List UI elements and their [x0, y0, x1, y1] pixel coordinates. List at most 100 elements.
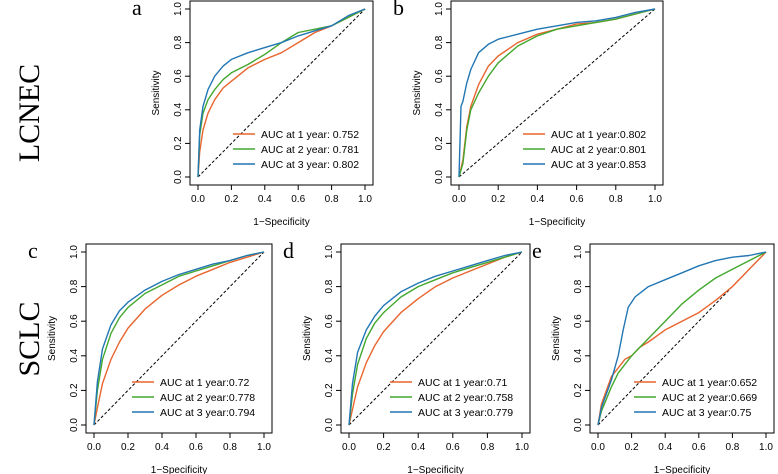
diagonal-reference-line: [93, 251, 265, 426]
x-tick-label: 0.6: [189, 442, 203, 453]
y-tick-label: 0.2: [173, 136, 184, 150]
y-axis-label: Sensitivity: [302, 316, 313, 361]
x-tick-label: 0.4: [411, 442, 425, 453]
x-axis-label: 1−Specificity: [529, 217, 585, 228]
y-tick-label: 0.8: [324, 279, 335, 293]
y-tick-label: 0.6: [173, 69, 184, 83]
panel-label: a: [132, 0, 142, 20]
x-tick-label: 0.4: [530, 194, 544, 205]
x-tick-label: 0.0: [342, 442, 356, 453]
roc-curve-series-2: [348, 251, 523, 426]
legend-entry-1: AUC at 1 year: 0.752: [261, 129, 359, 141]
x-tick-label: 0.8: [725, 442, 739, 453]
y-tick-label: 0.4: [173, 102, 184, 116]
x-tick-label: 0.8: [223, 442, 237, 453]
x-tick-label: 0.6: [446, 442, 460, 453]
x-tick-label: 1.0: [515, 442, 529, 453]
x-axis-label: 1−Specificity: [151, 465, 207, 474]
x-tick-label: 0.0: [452, 194, 466, 205]
y-tick-label: 0.0: [573, 418, 584, 432]
x-tick-label: 0.6: [570, 194, 584, 205]
roc-curve-series-3: [93, 251, 265, 426]
y-tick-label: 1.0: [69, 245, 80, 259]
x-axis-label: 1−Specificity: [654, 465, 710, 474]
diagonal-reference-line: [348, 251, 523, 426]
y-tick-label: 1.0: [324, 245, 335, 259]
plot-frame: [589, 243, 775, 434]
roc-curve-series-1: [597, 251, 767, 426]
y-axis-label: Sensitivity: [151, 70, 162, 115]
x-tick-label: 0.2: [625, 442, 639, 453]
legend-entry-1: AUC at 1 year:0.802: [551, 129, 646, 141]
y-tick-label: 1.0: [173, 2, 184, 16]
x-tick-label: 1.0: [358, 194, 372, 205]
legend-entry-1: AUC at 1 year:0.72: [160, 377, 249, 389]
legend-entry-2: AUC at 2 year:0.669: [662, 392, 757, 404]
x-tick-label: 0.8: [480, 442, 494, 453]
legend-entry-2: AUC at 2 year:0.758: [418, 392, 513, 404]
x-tick-label: 0.4: [258, 194, 272, 205]
y-tick-label: 0.2: [573, 383, 584, 397]
legend-entry-3: AUC at 3 year:0.794: [160, 407, 255, 419]
y-tick-label: 0.2: [434, 136, 445, 150]
y-tick-label: 0.0: [434, 170, 445, 184]
y-tick-label: 1.0: [434, 2, 445, 16]
roc-curve-series-3: [197, 8, 366, 178]
y-axis-label: Sensitivity: [412, 70, 423, 115]
legend-entry-2: AUC at 2 year: 0.781: [261, 144, 359, 156]
legend-entry-3: AUC at 3 year:0.779: [418, 407, 513, 419]
x-tick-label: 0.4: [658, 442, 672, 453]
legend-entry-1: AUC at 1 year:0.71: [418, 377, 507, 389]
y-axis-label: Sensitivity: [47, 316, 58, 361]
x-tick-label: 0.0: [591, 442, 605, 453]
x-tick-label: 0.4: [155, 442, 169, 453]
legend-entry-3: AUC at 3 year: 0.802: [261, 159, 359, 171]
diagonal-reference-line: [197, 8, 366, 178]
y-tick-label: 0.0: [69, 418, 80, 432]
y-tick-label: 0.6: [573, 314, 584, 328]
x-tick-label: 0.8: [325, 194, 339, 205]
diagonal-reference-line: [458, 8, 656, 178]
y-tick-label: 0.8: [173, 35, 184, 49]
roc-panel-c: 0.0 0.2 0.4 0.6 0.8 1.0 0.0 0.2 0.4 0.6 0.8 1.0 1−Sp…: [28, 238, 273, 474]
x-tick-label: 1.0: [759, 442, 773, 453]
x-axis-label: 1−Specificity: [253, 217, 309, 228]
y-tick-label: 0.6: [324, 314, 335, 328]
roc-panel-d: 0.0 0.2 0.4 0.6 0.8 1.0 0.0 0.2 0.4 0.6 0.8 1.0 1−Sp…: [283, 238, 531, 474]
legend-entry-3: AUC at 3 year:0.75: [662, 407, 751, 419]
y-tick-label: 0.2: [324, 383, 335, 397]
x-tick-label: 1.0: [257, 442, 271, 453]
y-tick-label: 0.4: [573, 348, 584, 362]
y-tick-label: 0.8: [69, 279, 80, 293]
x-tick-label: 1.0: [648, 194, 662, 205]
x-tick-label: 0.8: [609, 194, 623, 205]
legend-entry-2: AUC at 2 year:0.778: [160, 392, 255, 404]
y-tick-label: 0.0: [173, 170, 184, 184]
legend-entry-1: AUC at 1 year:0.652: [662, 377, 757, 389]
x-tick-label: 0.2: [121, 442, 135, 453]
x-tick-label: 0.0: [191, 194, 205, 205]
panel-label: b: [393, 0, 404, 20]
x-tick-label: 0.2: [377, 442, 391, 453]
legend-entry-3: AUC at 3 year:0.853: [551, 159, 646, 171]
plot-frame: [189, 0, 374, 186]
y-tick-label: 0.0: [324, 418, 335, 432]
roc-curve-series-1: [93, 251, 265, 426]
y-tick-label: 0.4: [324, 348, 335, 362]
roc-curve-series-1: [348, 251, 523, 426]
y-tick-label: 0.6: [69, 314, 80, 328]
y-tick-label: 1.0: [573, 245, 584, 259]
roc-curve-series-2: [597, 251, 767, 426]
y-tick-label: 0.6: [434, 69, 445, 83]
x-tick-label: 0.0: [87, 442, 101, 453]
y-tick-label: 0.4: [69, 348, 80, 362]
x-tick-label: 0.2: [224, 194, 238, 205]
plot-frame: [340, 243, 531, 434]
roc-panel-e: 0.0 0.2 0.4 0.6 0.8 1.0 0.0 0.2 0.4 0.6 0.8 1.0 1−Sp…: [532, 238, 775, 474]
x-tick-label: 0.2: [491, 194, 505, 205]
plot-frame: [85, 243, 273, 434]
x-tick-label: 0.6: [692, 442, 706, 453]
legend-entry-2: AUC at 2 year:0.801: [551, 144, 646, 156]
plot-frame: [450, 0, 664, 186]
